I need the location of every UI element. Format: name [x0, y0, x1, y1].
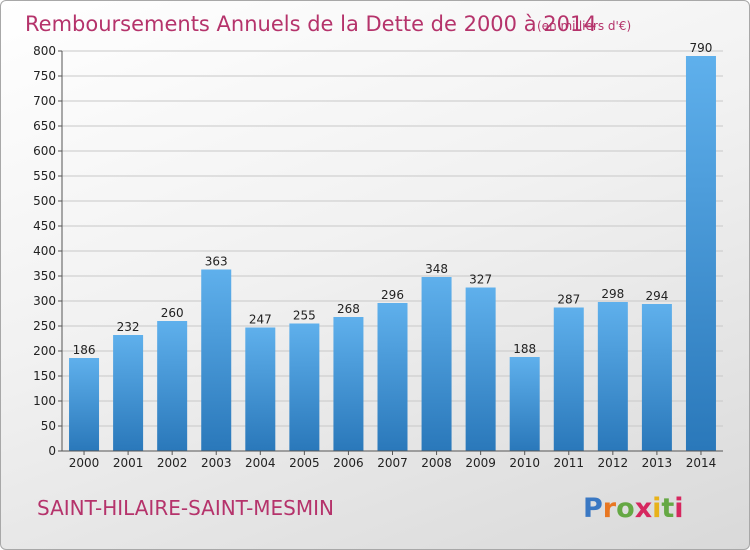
bar: [509, 357, 540, 451]
logo-letter: i: [652, 493, 661, 524]
bar: [333, 317, 364, 451]
y-tick-label: 300: [33, 294, 56, 308]
bar: [685, 56, 716, 451]
bar: [289, 323, 320, 451]
y-tick-label: 150: [33, 369, 56, 383]
y-tick-label: 500: [33, 194, 56, 208]
chart-unit: (en milliers d'€): [537, 19, 631, 33]
x-tick-label: 2009: [465, 456, 496, 470]
bar: [641, 304, 672, 451]
bar-value-label: 296: [381, 288, 404, 302]
bar: [245, 327, 276, 451]
bar-value-label: 255: [293, 309, 316, 323]
bar-value-label: 790: [690, 41, 713, 55]
bar-value-label: 327: [469, 273, 492, 287]
bar-value-label: 260: [161, 306, 184, 320]
bar: [377, 303, 408, 451]
x-tick-label: 2014: [686, 456, 717, 470]
bar-value-label: 363: [205, 255, 228, 269]
x-tick-label: 2003: [201, 456, 232, 470]
y-tick-label: 550: [33, 169, 56, 183]
bar-value-label: 186: [73, 343, 96, 357]
y-tick-label: 350: [33, 269, 56, 283]
bar-value-label: 268: [337, 302, 360, 316]
y-tick-label: 50: [41, 419, 56, 433]
bar-value-label: 232: [117, 320, 140, 334]
bar: [597, 302, 628, 451]
bar: [553, 307, 584, 451]
x-tick-label: 2010: [509, 456, 540, 470]
y-tick-label: 750: [33, 69, 56, 83]
bar: [421, 277, 452, 451]
x-tick-label: 2005: [289, 456, 320, 470]
bar-value-label: 287: [557, 293, 580, 307]
bar: [201, 269, 232, 451]
commune-name: SAINT-HILAIRE-SAINT-MESMIN: [37, 496, 334, 520]
bar-value-label: 298: [601, 287, 624, 301]
chart-title: Remboursements Annuels de la Dette de 20…: [25, 12, 597, 36]
y-tick-label: 450: [33, 219, 56, 233]
bar-value-label: 188: [513, 342, 536, 356]
bar: [69, 358, 100, 451]
bar-value-label: 294: [645, 289, 668, 303]
logo-letter: P: [583, 493, 603, 524]
x-tick-label: 2011: [553, 456, 584, 470]
axes: 0 50 100 150 200 250 300 350 400 450 500 550 600 650 7…: [33, 44, 723, 470]
x-tick-label: 2008: [421, 456, 452, 470]
x-tick-label: 2007: [377, 456, 408, 470]
x-tick-label: 2006: [333, 456, 364, 470]
x-tick-label: 2013: [642, 456, 673, 470]
bar: [113, 335, 144, 451]
proxiti-logo: Proxiti: [583, 493, 684, 524]
bar: [465, 287, 496, 451]
bars: 186 232 260 363 247 255 268 296 348 327 188 287 298 2…: [69, 41, 716, 451]
y-tick-label: 250: [33, 319, 56, 333]
x-tick-label: 2012: [598, 456, 629, 470]
x-tick-label: 2002: [157, 456, 188, 470]
y-tick-label: 800: [33, 44, 56, 58]
logo-letter: x: [635, 493, 652, 524]
y-tick-label: 700: [33, 94, 56, 108]
bar-value-label: 348: [425, 262, 448, 276]
y-tick-label: 650: [33, 119, 56, 133]
x-tick-label: 2004: [245, 456, 276, 470]
y-tick-label: 200: [33, 344, 56, 358]
x-tick-label: 2000: [69, 456, 100, 470]
logo-letter: o: [616, 493, 635, 524]
y-tick-label: 100: [33, 394, 56, 408]
logo-letter: r: [603, 493, 617, 524]
x-tick-label: 2001: [113, 456, 144, 470]
y-tick-label: 600: [33, 144, 56, 158]
logo-letter: i: [674, 493, 683, 524]
bar: [157, 321, 188, 451]
logo-letter: t: [661, 493, 674, 524]
y-tick-label: 400: [33, 244, 56, 258]
y-tick-label: 0: [48, 444, 56, 458]
bar-value-label: 247: [249, 313, 272, 327]
